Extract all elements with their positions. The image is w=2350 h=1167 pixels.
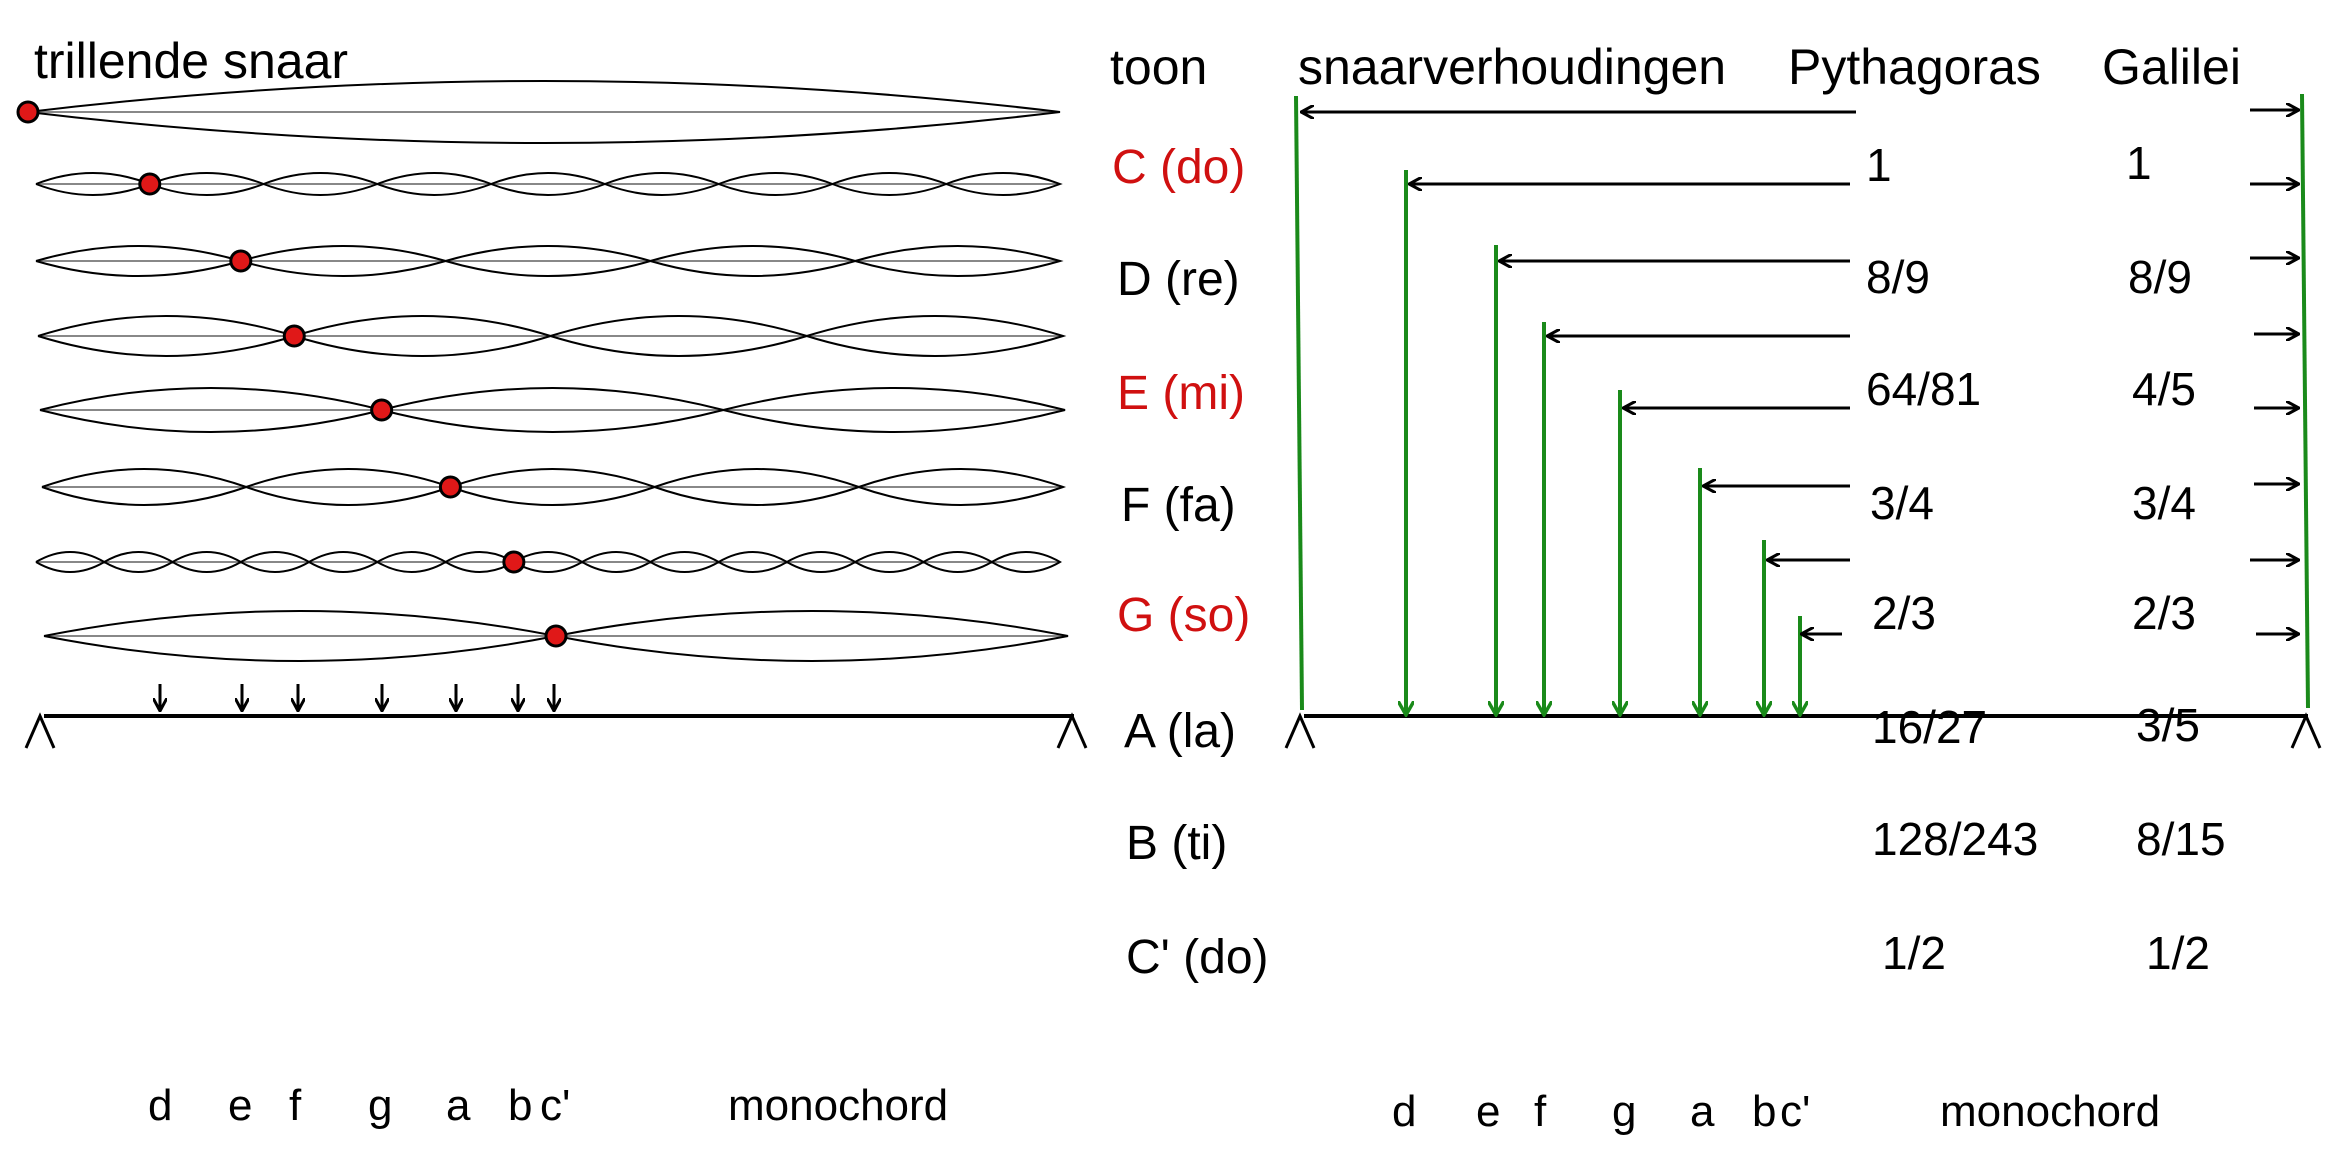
left-bridge-icon (1284, 712, 1316, 749)
left-key-a: a (446, 1081, 471, 1130)
right-key-d: d (1392, 1087, 1417, 1136)
pythagoras-ratio-e: 64/81 (1866, 363, 1982, 415)
right-key-g: g (1612, 1087, 1637, 1136)
galilei-ratio-d: 8/9 (2128, 251, 2192, 303)
galilei-ratio-a: 3/5 (2136, 699, 2200, 751)
pythagoras-ratio-b: 128/243 (1872, 813, 2039, 865)
pythagoras-ratio-c-prime: 1/2 (1882, 927, 1946, 979)
tone-label-e: E (mi) (1117, 367, 1245, 420)
tone-label-g: G (so) (1117, 589, 1251, 642)
right-key-c-prime: c' (1780, 1087, 1811, 1136)
node-dot-e (229, 249, 253, 273)
pythagoras-ratio-c: 1 (1866, 139, 1892, 191)
string-envelope-c (27, 80, 1061, 144)
node-dot-f (282, 324, 306, 348)
green-line-c-right (2300, 93, 2310, 709)
galilei-ratio-c-prime: 1/2 (2146, 927, 2210, 979)
green-line-c (1294, 95, 1304, 711)
right-key-a: a (1690, 1087, 1715, 1136)
right-key-b: b (1752, 1087, 1777, 1136)
vibrating-strings (16, 80, 1069, 662)
galilei-ratio-b: 8/15 (2136, 813, 2226, 865)
left-key-g: g (368, 1081, 393, 1130)
string-ratio-panel (1284, 93, 2322, 749)
galilei-ratio-e: 4/5 (2132, 363, 2196, 415)
tone-label-b: B (ti) (1126, 817, 1228, 870)
pythagoras-ratio-g: 2/3 (1872, 587, 1936, 639)
right-key-f: f (1534, 1087, 1547, 1136)
right-bridge-icon (1056, 712, 1088, 749)
galilei-ratio-g: 2/3 (2132, 587, 2196, 639)
tone-label-a: A (la) (1124, 705, 1237, 758)
tone-label-d: D (re) (1117, 253, 1240, 306)
node-dot-b (502, 550, 526, 574)
left-bridge-icon (24, 712, 56, 749)
pythagoras-ratio-f: 3/4 (1870, 477, 1934, 529)
tone-label-c-prime: C' (do) (1126, 931, 1269, 984)
left-monochord-label: monochord (728, 1081, 949, 1130)
left-key-e: e (228, 1081, 253, 1130)
galilei-ratio-c: 1 (2126, 137, 2152, 189)
galilei-header: Galilei (2102, 39, 2241, 95)
right-bridge-icon (2290, 712, 2322, 749)
left-key-c-prime: c' (540, 1081, 571, 1130)
pythagoras-ratio-a: 16/27 (1872, 701, 1988, 753)
left-key-d: d (148, 1081, 173, 1130)
tone-header: toon (1110, 39, 1208, 95)
node-dot-d (138, 172, 162, 196)
right-key-e: e (1476, 1087, 1501, 1136)
galilei-ratio-f: 3/4 (2132, 477, 2196, 529)
tone-label-f: F (fa) (1121, 479, 1236, 532)
left-key-f: f (289, 1081, 302, 1130)
pythagoras-header: Pythagoras (1788, 39, 2041, 95)
tone-label-c: C (do) (1112, 141, 1246, 194)
node-dot-c-prime (544, 624, 568, 648)
left-monochord (24, 684, 1088, 749)
node-dot-c (16, 100, 40, 124)
right-monochord-label: monochord (1940, 1087, 2161, 1136)
pythagoras-ratio-d: 8/9 (1866, 251, 1930, 303)
node-dot-g (370, 398, 394, 422)
ratios-header: snaarverhoudingen (1298, 39, 1727, 95)
left-key-b: b (508, 1081, 533, 1130)
node-dot-a (438, 475, 462, 499)
left-title: trillende snaar (34, 33, 349, 89)
